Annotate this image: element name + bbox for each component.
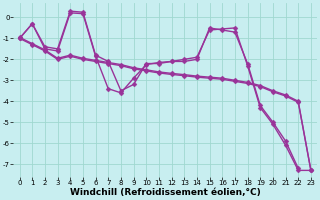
X-axis label: Windchill (Refroidissement éolien,°C): Windchill (Refroidissement éolien,°C) [70, 188, 260, 197]
